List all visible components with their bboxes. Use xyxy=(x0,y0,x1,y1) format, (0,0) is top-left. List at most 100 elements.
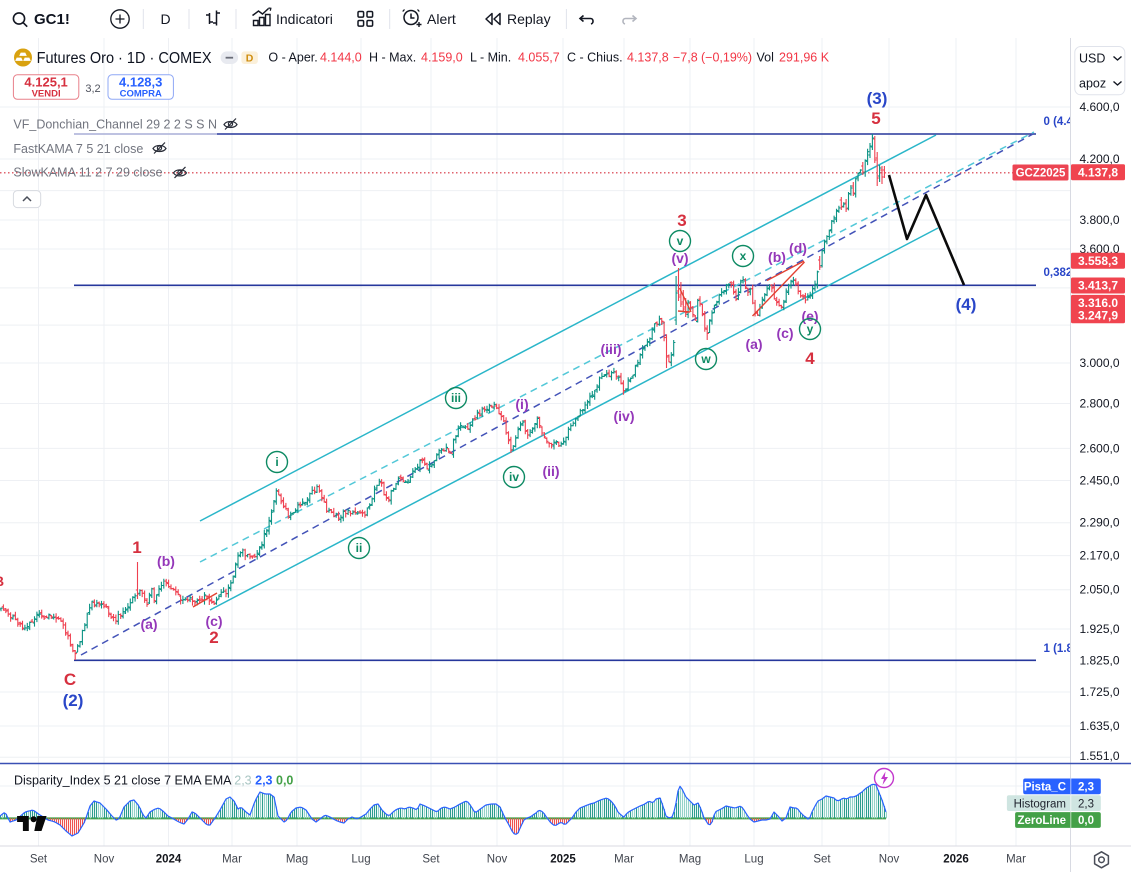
svg-text:0 (4.4: 0 (4.4 xyxy=(1044,116,1074,128)
svg-text:4.055,7: 4.055,7 xyxy=(518,51,560,65)
svg-text:2.600,0: 2.600,0 xyxy=(1080,441,1120,455)
svg-text:(b): (b) xyxy=(768,249,786,265)
svg-text:C - Chius.: C - Chius. xyxy=(567,51,623,65)
svg-text:y: y xyxy=(807,322,814,336)
svg-text:4.200,0: 4.200,0 xyxy=(1080,152,1120,166)
svg-text:Vol: Vol xyxy=(757,51,774,65)
svg-text:v: v xyxy=(677,234,684,248)
svg-text:Mag: Mag xyxy=(286,854,308,866)
svg-text:COMPRA: COMPRA xyxy=(120,89,162,100)
svg-text:D: D xyxy=(246,52,254,64)
svg-text:Lug: Lug xyxy=(744,854,763,866)
svg-text:Histogram: Histogram xyxy=(1014,798,1066,810)
svg-text:(a): (a) xyxy=(140,616,157,632)
svg-text:2026: 2026 xyxy=(943,854,969,866)
svg-text:−7,8: −7,8 xyxy=(673,51,698,65)
svg-text:(d): (d) xyxy=(789,240,807,256)
svg-text:(4): (4) xyxy=(956,295,977,314)
svg-text:4.600,0: 4.600,0 xyxy=(1080,100,1120,114)
svg-text:i: i xyxy=(275,455,278,469)
svg-text:Futures Oro · 1D · COMEX: Futures Oro · 1D · COMEX xyxy=(37,50,213,67)
svg-text:3.413,7: 3.413,7 xyxy=(1078,279,1118,293)
svg-text:1.925,0: 1.925,0 xyxy=(1080,622,1120,636)
svg-text:2.170,0: 2.170,0 xyxy=(1080,549,1120,563)
svg-text:VF_Donchian_Channel 29 2 2 S S: VF_Donchian_Channel 29 2 2 S S N xyxy=(13,117,217,131)
svg-text:2.800,0: 2.800,0 xyxy=(1080,397,1120,411)
svg-text:Nov: Nov xyxy=(487,854,508,866)
svg-text:3: 3 xyxy=(677,211,686,230)
svg-text:4.144,0: 4.144,0 xyxy=(320,51,362,65)
svg-text:Pista_C: Pista_C xyxy=(1024,782,1066,794)
svg-text:1.725,0: 1.725,0 xyxy=(1080,685,1120,699)
svg-text:3,2: 3,2 xyxy=(85,83,100,95)
svg-text:(2): (2) xyxy=(63,691,84,710)
svg-text:(iv): (iv) xyxy=(614,408,635,424)
svg-text:ZeroLine: ZeroLine xyxy=(1017,815,1066,827)
svg-text:Mar: Mar xyxy=(222,854,242,866)
svg-text:w: w xyxy=(700,352,711,366)
svg-text:(iii): (iii) xyxy=(601,341,622,357)
svg-text:1: 1 xyxy=(132,538,141,557)
svg-text:3.247,9: 3.247,9 xyxy=(1078,309,1118,323)
svg-text:2025: 2025 xyxy=(550,854,576,866)
svg-text:B: B xyxy=(0,573,4,589)
svg-text:4.128,3: 4.128,3 xyxy=(119,75,162,90)
svg-text:4.125,1: 4.125,1 xyxy=(24,75,67,90)
svg-text:Indicatori: Indicatori xyxy=(276,11,333,27)
svg-text:291,96 K: 291,96 K xyxy=(779,51,830,65)
svg-text:(a): (a) xyxy=(745,336,762,352)
svg-text:3.800,0: 3.800,0 xyxy=(1080,213,1120,227)
svg-text:VENDI: VENDI xyxy=(32,89,61,100)
svg-text:2,3: 2,3 xyxy=(1078,798,1094,810)
svg-text:Lug: Lug xyxy=(351,854,370,866)
svg-text:L - Min.: L - Min. xyxy=(470,51,511,65)
svg-text:1.825,0: 1.825,0 xyxy=(1080,653,1120,667)
svg-text:iii: iii xyxy=(451,391,461,405)
svg-text:4.159,0: 4.159,0 xyxy=(421,51,463,65)
svg-text:GCZ2025: GCZ2025 xyxy=(1016,168,1066,180)
svg-text:Mar: Mar xyxy=(614,854,634,866)
svg-text:(i): (i) xyxy=(515,396,528,412)
svg-text:2,3: 2,3 xyxy=(1078,782,1094,794)
svg-text:Set: Set xyxy=(813,854,831,866)
svg-text:3.000,0: 3.000,0 xyxy=(1080,356,1120,370)
svg-text:3.600,0: 3.600,0 xyxy=(1080,242,1120,256)
svg-text:Set: Set xyxy=(422,854,440,866)
svg-text:Mar: Mar xyxy=(1006,854,1026,866)
svg-text:apoz: apoz xyxy=(1079,77,1106,91)
svg-text:ii: ii xyxy=(356,541,363,555)
svg-text:(c): (c) xyxy=(205,613,222,629)
svg-text:Nov: Nov xyxy=(879,854,900,866)
svg-text:0,382: 0,382 xyxy=(1044,267,1073,279)
svg-text:Nov: Nov xyxy=(94,854,115,866)
svg-text:H - Max.: H - Max. xyxy=(369,51,416,65)
svg-text:(3): (3) xyxy=(867,89,888,108)
svg-text:0,0: 0,0 xyxy=(1078,815,1094,827)
svg-text:iv: iv xyxy=(509,470,519,484)
svg-text:(−0,19%): (−0,19%) xyxy=(701,51,752,65)
svg-text:4.137,8: 4.137,8 xyxy=(1078,165,1118,179)
svg-text:2.450,0: 2.450,0 xyxy=(1080,474,1120,488)
svg-text:Alert: Alert xyxy=(427,11,456,27)
svg-text:2.050,0: 2.050,0 xyxy=(1080,583,1120,597)
svg-text:(ii): (ii) xyxy=(542,463,559,479)
svg-text:Mag: Mag xyxy=(679,854,701,866)
svg-text:3.316,0: 3.316,0 xyxy=(1078,296,1118,310)
svg-text:5: 5 xyxy=(871,109,880,128)
svg-text:GC1!: GC1! xyxy=(34,11,70,28)
svg-text:(v): (v) xyxy=(671,250,688,266)
svg-text:USD: USD xyxy=(1079,52,1105,66)
svg-text:2.290,0: 2.290,0 xyxy=(1080,516,1120,530)
svg-text:O - Aper.: O - Aper. xyxy=(268,51,317,65)
svg-text:1 (1.8: 1 (1.8 xyxy=(1044,643,1074,655)
svg-text:3.558,3: 3.558,3 xyxy=(1078,254,1118,268)
svg-text:(c): (c) xyxy=(776,325,793,341)
svg-text:SlowKAMA 11 2 7 29 close: SlowKAMA 11 2 7 29 close xyxy=(13,166,162,180)
svg-text:4.137,8: 4.137,8 xyxy=(627,51,669,65)
svg-text:2: 2 xyxy=(209,628,218,647)
svg-text:1.551,0: 1.551,0 xyxy=(1080,749,1120,763)
svg-text:FastKAMA 7 5 21 close: FastKAMA 7 5 21 close xyxy=(13,142,143,156)
svg-text:(b): (b) xyxy=(157,553,175,569)
svg-text:x: x xyxy=(740,249,747,263)
svg-text:Disparity_Index 5 21 close 7 E: Disparity_Index 5 21 close 7 EMA EMA 2,3… xyxy=(14,774,293,788)
